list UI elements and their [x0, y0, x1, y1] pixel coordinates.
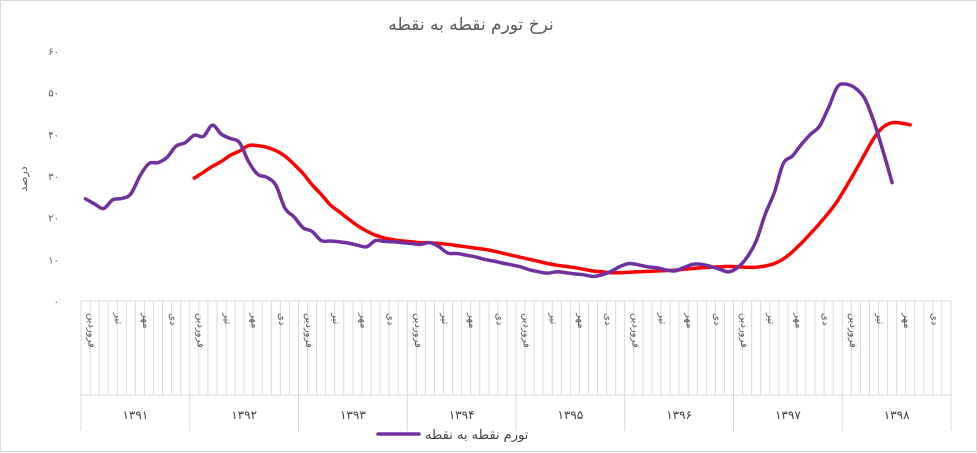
month-label: دی	[602, 313, 613, 325]
year-label: ۱۳۹۳	[340, 408, 366, 422]
month-label: مهر	[684, 312, 695, 328]
month-label: فروردین	[303, 313, 314, 348]
month-label: فروردین	[629, 313, 640, 348]
month-label: فروردین	[86, 313, 97, 348]
month-label: مهر	[357, 312, 368, 328]
y-tick-label: ۲۰	[48, 214, 59, 225]
month-label: دی	[276, 313, 287, 325]
month-label: مهر	[901, 312, 912, 328]
month-label: مهر	[249, 312, 260, 328]
legend-label: تورم نقطه به نقطه	[425, 428, 529, 443]
legend: تورم نقطه به نقطه	[376, 428, 529, 443]
month-label: فروردین	[521, 313, 532, 348]
month-label: تیر	[221, 312, 232, 325]
month-label: دی	[928, 313, 939, 325]
series-line-average-inflation	[192, 120, 912, 275]
month-label: دی	[385, 313, 396, 325]
month-label: تیر	[874, 312, 885, 325]
month-label: مهر	[466, 312, 477, 328]
month-label: تیر	[548, 312, 559, 325]
month-label: دی	[820, 313, 831, 325]
month-label: مهر	[140, 312, 151, 328]
y-axis: ۰ ۱۰ ۲۰ ۳۰ ۴۰ ۵۰ ۶۰	[48, 47, 59, 308]
month-label: تیر	[656, 312, 667, 325]
year-label: ۱۳۹۵	[557, 408, 583, 422]
y-axis-label: درصد	[17, 166, 30, 191]
month-label: فروردین	[412, 313, 423, 348]
series-line-point-to-point-inflation	[83, 82, 894, 279]
year-label: ۱۳۹۷	[775, 408, 801, 422]
month-label: تیر	[439, 312, 450, 325]
chart-title: نرخ تورم نقطه به نقطه	[388, 15, 554, 35]
month-label: تیر	[330, 312, 341, 325]
year-label: ۱۳۹۶	[666, 408, 692, 422]
y-tick-label: ۱۰	[48, 255, 59, 266]
month-label: تیر	[113, 312, 124, 325]
year-label: ۱۳۹۱	[122, 408, 148, 422]
month-label: دی	[167, 313, 178, 325]
month-label: مهر	[792, 312, 803, 328]
y-tick-label: ۵۰	[48, 89, 59, 100]
year-label: ۱۳۹۴	[449, 408, 475, 422]
year-label: ۱۳۹۲	[231, 408, 257, 422]
month-label: فروردین	[847, 313, 858, 348]
month-label: فروردین	[194, 313, 205, 348]
month-label: دی	[711, 313, 722, 325]
month-label: تیر	[765, 312, 776, 325]
y-tick-label: ۴۰	[48, 130, 59, 141]
y-tick-label: ۶۰	[48, 47, 59, 58]
year-label: ۱۳۹۸	[884, 408, 910, 422]
month-label: مهر	[575, 312, 586, 328]
x-axis: فروردین تیر مهر دی ۱۳۹۱ فروردین تیر مهر دی ۱۳۹۲ فر…	[80, 300, 952, 431]
y-tick-label: ۳۰	[48, 172, 59, 183]
y-tick-label: ۰	[54, 297, 59, 308]
series-layer	[83, 82, 912, 279]
month-label: فروردین	[738, 313, 749, 348]
month-label: دی	[493, 313, 504, 325]
